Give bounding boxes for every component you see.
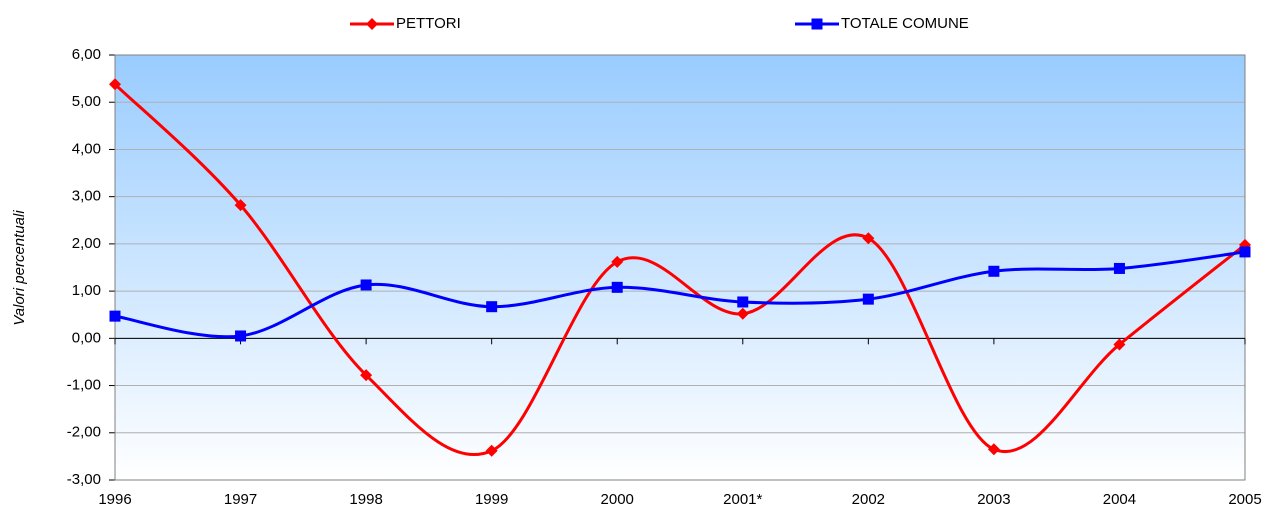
x-tick-label: 1996: [98, 491, 131, 508]
data-point: [234, 199, 247, 212]
legend-marker: [811, 18, 823, 30]
y-tick-label: -2,00: [67, 424, 101, 441]
y-tick-label: 0,00: [72, 329, 101, 346]
legend-marker: [366, 18, 378, 30]
x-tick-label: 2001*: [723, 491, 762, 508]
x-tick-label: 2003: [977, 491, 1010, 508]
data-point: [862, 293, 874, 305]
y-tick-label: 2,00: [72, 235, 101, 252]
data-point: [987, 443, 1000, 456]
data-point: [737, 296, 749, 308]
x-tick-label: 2005: [1228, 491, 1261, 508]
x-tick-label: 2000: [601, 491, 634, 508]
data-point: [485, 444, 498, 457]
data-point: [109, 78, 121, 91]
data-point: [1239, 246, 1251, 258]
plot-area: [115, 55, 1245, 480]
data-point: [862, 232, 875, 245]
legend-label: TOTALE COMUNE: [841, 15, 969, 32]
y-tick-label: 5,00: [72, 93, 101, 110]
y-tick-label: -3,00: [67, 471, 101, 488]
plot-border: [114, 54, 1246, 481]
y-tick-label: 1,00: [72, 282, 101, 299]
data-point: [486, 301, 498, 313]
x-tick-label: 1999: [475, 491, 508, 508]
y-tick-label: 3,00: [72, 188, 101, 205]
data-point: [736, 307, 749, 320]
y-tick-label: -1,00: [67, 377, 101, 394]
y-axis-label: Valori percentuali: [11, 210, 28, 326]
y-tick-label: 4,00: [72, 140, 101, 157]
data-point: [360, 279, 372, 291]
x-tick-label: 1997: [224, 491, 257, 508]
data-point: [1113, 338, 1126, 351]
data-point: [109, 310, 121, 322]
data-point: [360, 369, 373, 382]
x-tick-label: 2004: [1103, 491, 1136, 508]
data-point: [235, 330, 247, 342]
legend-label: PETTORI: [396, 15, 461, 32]
y-tick-label: 6,00: [72, 46, 101, 63]
data-point: [611, 255, 624, 268]
x-tick-label: 2002: [852, 491, 885, 508]
series-line: [113, 83, 1246, 457]
series-line: [114, 250, 1246, 339]
data-point: [611, 281, 623, 293]
data-point: [1113, 262, 1125, 274]
x-tick-label: 1998: [349, 491, 382, 508]
data-point: [988, 265, 1000, 277]
